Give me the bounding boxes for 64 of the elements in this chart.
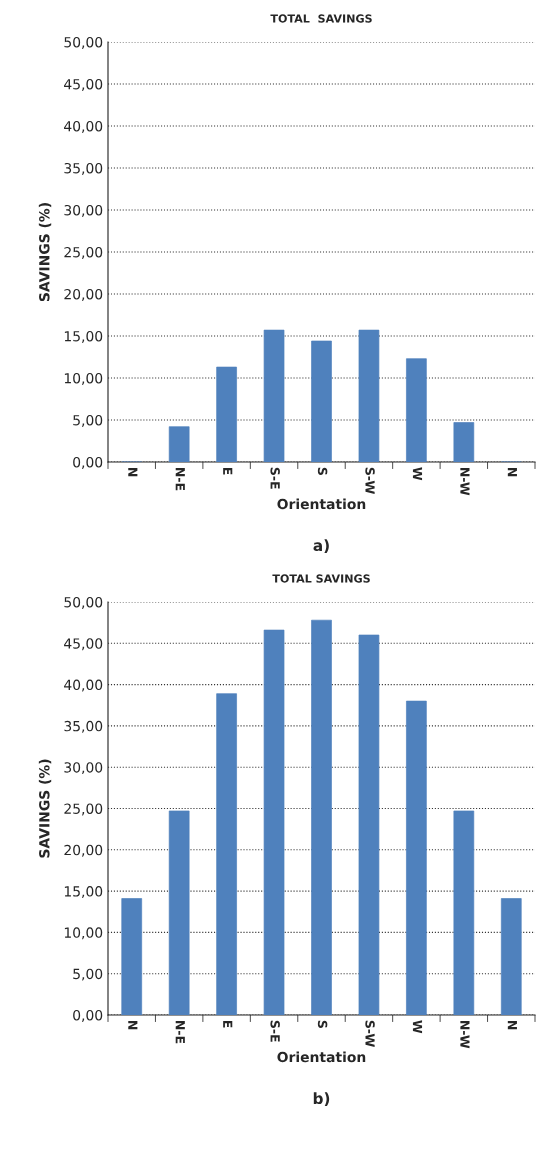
y-tick-label: 20,00: [64, 844, 103, 857]
bar: [500, 898, 522, 1015]
x-tick-label: N-E: [175, 1021, 185, 1044]
x-tick-label: N: [507, 1021, 517, 1030]
bar: [263, 629, 285, 1015]
bar: [216, 693, 237, 1015]
x-tick-label: N-E: [175, 468, 185, 491]
y-tick-label: 15,00: [64, 886, 103, 898]
bar: [406, 700, 427, 1015]
y-tick-label: 5,00: [73, 968, 103, 981]
bar: [168, 426, 190, 462]
bar: [358, 634, 380, 1015]
y-tick-label: 40,00: [64, 679, 103, 692]
y-tick-label: 25,00: [64, 803, 103, 816]
bar: [121, 898, 143, 1015]
chart-title: TOTAL SAVINGS: [272, 574, 370, 583]
y-tick-label: 10,00: [64, 927, 103, 940]
y-tick-label: 30,00: [64, 204, 103, 217]
bar: [216, 366, 237, 462]
y-tick-label: 20,00: [64, 288, 103, 301]
bar: [263, 329, 285, 462]
y-tick-label: 50,00: [64, 36, 103, 49]
x-tick-label: N: [128, 468, 138, 477]
y-tick-label: 35,00: [64, 720, 103, 733]
y-tick-label: 45,00: [64, 638, 103, 651]
y-tick-label: 0,00: [73, 456, 103, 469]
y-tick-label: 35,00: [64, 162, 103, 175]
y-tick-label: 40,00: [64, 120, 103, 133]
x-tick-label: W: [412, 1020, 423, 1034]
x-tick-label: E: [223, 468, 233, 475]
x-tick-label: N-W: [460, 1021, 470, 1049]
x-axis-title: Orientation: [277, 498, 366, 510]
x-axis-title: Orientation: [277, 1051, 366, 1063]
bar: [311, 340, 332, 462]
x-tick-label: E: [223, 1021, 233, 1028]
x-tick-label: S: [317, 1020, 328, 1028]
bar: [406, 358, 427, 462]
bar: [453, 810, 475, 1015]
text: a): [313, 539, 329, 553]
y-tick-label: 0,00: [73, 1009, 103, 1022]
y-tick-label: 50,00: [64, 596, 103, 609]
chart-title: TOTAL SAVINGS: [270, 14, 372, 23]
y-axis-title: SAVINGS (%): [38, 203, 52, 302]
bar: [311, 619, 332, 1015]
bar: [453, 422, 475, 462]
x-tick-label: N-W: [460, 468, 470, 496]
x-tick-label: W: [412, 467, 423, 481]
y-tick-label: 25,00: [64, 246, 103, 259]
x-tick-label: N: [507, 468, 517, 477]
y-tick-label: 5,00: [73, 414, 103, 427]
y-tick-label: 30,00: [64, 762, 103, 775]
x-tick-label: S-E: [270, 1020, 280, 1042]
y-axis-title: SAVINGS (%): [38, 759, 52, 858]
x-tick-label: S-E: [270, 467, 280, 489]
bar: [168, 810, 190, 1015]
bar: [358, 329, 380, 462]
y-tick-label: 45,00: [64, 78, 103, 91]
y-tick-label: 10,00: [64, 372, 103, 385]
x-tick-label: S-W: [365, 1020, 375, 1047]
x-tick-label: S: [317, 467, 328, 475]
x-tick-label: N: [128, 1021, 138, 1030]
x-tick-label: S-W: [365, 467, 375, 494]
text: b): [313, 1092, 330, 1106]
y-tick-label: 15,00: [64, 330, 103, 343]
